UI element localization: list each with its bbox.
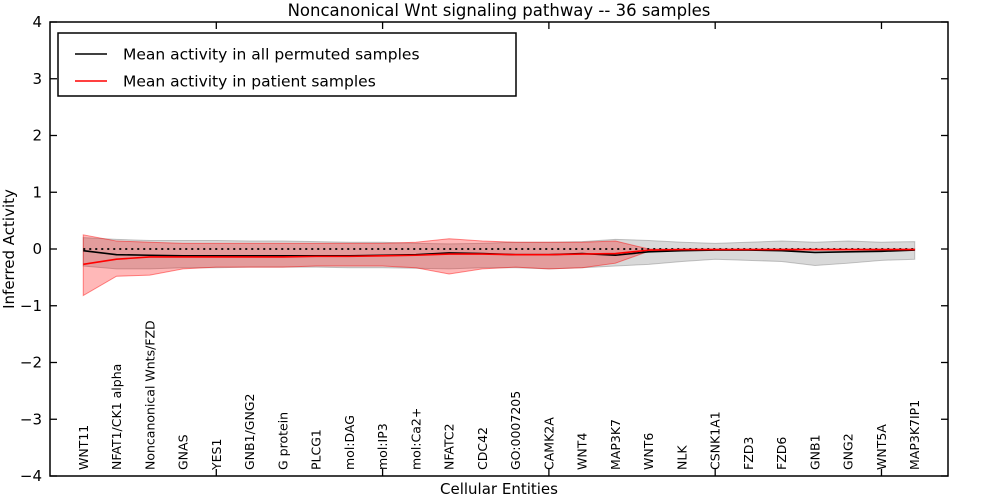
- category-label: NFATC2: [442, 423, 457, 470]
- category-label: GNB1: [807, 434, 822, 470]
- category-label: FZD6: [774, 437, 789, 470]
- y-tick-labels: −4 −3 −2 −1 0 1 2 3 4: [20, 13, 42, 485]
- category-label: CSNK1A1: [708, 411, 723, 470]
- category-label: FZD3: [741, 437, 756, 470]
- category-label: MAP3K7IP1: [907, 400, 922, 470]
- legend-entries: Mean activity in all permuted samples Mea…: [75, 46, 420, 91]
- axis-ticks: [50, 21, 948, 477]
- y-tick-label: 2: [32, 127, 42, 145]
- category-label: WNT5A: [874, 424, 889, 470]
- y-tick-label: −3: [20, 410, 42, 428]
- category-label: mol:Ca2+: [408, 408, 423, 470]
- category-label: G protein: [275, 412, 290, 470]
- y-tick-label: −2: [20, 354, 42, 372]
- category-label: GNAS: [176, 434, 191, 470]
- y-tick-label: 0: [32, 240, 42, 258]
- category-label: NFAT1/CK1 alpha: [109, 364, 124, 470]
- category-label: GO:0007205: [508, 391, 523, 470]
- category-label: WNT6: [641, 433, 656, 470]
- category-label: GNG2: [841, 433, 856, 470]
- category-label: PLCG1: [309, 429, 324, 470]
- category-label: mol:DAG: [342, 415, 357, 470]
- series-line-1: [83, 248, 915, 266]
- category-label: mol:IP3: [375, 423, 390, 470]
- y-tick-label: 4: [32, 13, 42, 31]
- legend-entry-label: Mean activity in all permuted samples: [123, 46, 420, 64]
- confidence-bands: [82, 234, 916, 297]
- category-label: GNB1/GNG2: [242, 394, 257, 470]
- category-label: CAMK2A: [541, 417, 556, 470]
- mean-activity-lines: [83, 248, 915, 266]
- category-label: WNT4: [575, 433, 590, 470]
- category-label: WNT11: [76, 425, 91, 470]
- category-label: NLK: [674, 445, 689, 470]
- y-tick-label: −4: [20, 467, 42, 485]
- x-axis-label: Cellular Entities: [440, 480, 558, 498]
- legend-frame: [57, 32, 517, 97]
- legend-box: Mean activity in all permuted samples Mea…: [57, 32, 517, 97]
- category-label: MAP3K7: [608, 419, 623, 470]
- y-tick-label: 3: [32, 70, 42, 88]
- y-axis-label: Inferred Activity: [0, 189, 18, 309]
- chart-title: Noncanonical Wnt signaling pathway -- 36…: [288, 1, 711, 20]
- category-label: Noncanonical Wnts/FZD: [142, 320, 157, 470]
- category-tick-labels: WNT11 NFAT1/CK1 alpha Noncanonical Wnts/FZ…: [76, 320, 922, 471]
- y-tick-label: −1: [20, 297, 42, 315]
- category-label: CDC42: [475, 427, 490, 470]
- category-label: YES1: [209, 439, 224, 471]
- legend-entry-label: Mean activity in patient samples: [123, 73, 376, 91]
- permuted-samples-range-band: [82, 237, 916, 270]
- y-tick-label: 1: [32, 183, 42, 201]
